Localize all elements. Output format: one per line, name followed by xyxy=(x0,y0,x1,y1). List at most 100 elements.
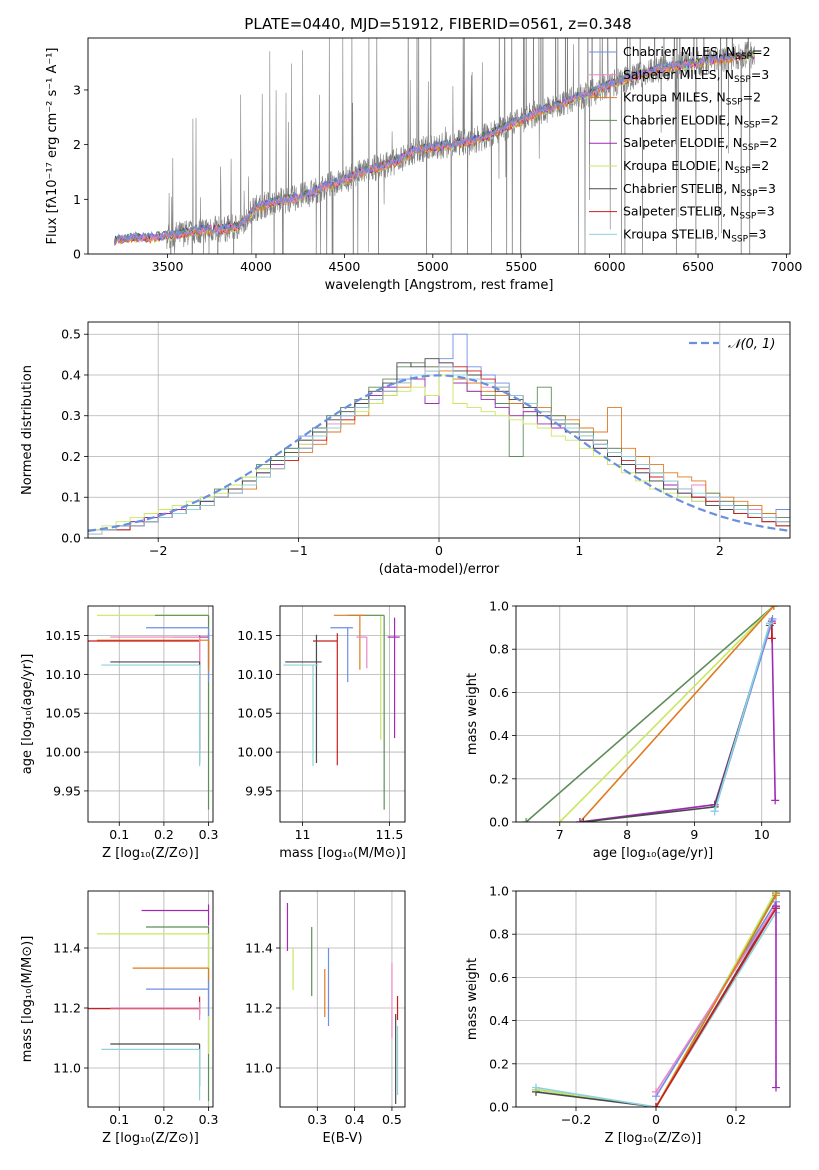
axes: 0.3 0.4 0.5 11.0 11.2 11.4 E(B-V) xyxy=(245,890,406,1146)
y-tick-label: 0.8 xyxy=(489,927,509,942)
histogram-chabrier-stelib xyxy=(88,358,790,538)
x-tick-label: 0 xyxy=(435,543,443,558)
x-axis-label: Z [log₁₀(Z/Z⊙)] xyxy=(605,1131,702,1146)
x-tick-label: 0.3 xyxy=(199,1112,219,1127)
y-tick-label: 10.10 xyxy=(237,667,273,682)
x-tick-label: 0.2 xyxy=(154,1112,174,1127)
spectrum-data-line xyxy=(114,38,755,254)
plot-area xyxy=(283,614,400,810)
axes: 11 11.5 9.95 10.00 10.05 10.10 10.15 mass [log₁… xyxy=(237,605,406,861)
errorbar-point xyxy=(110,1002,201,1020)
errorbar-point xyxy=(141,904,210,926)
legend-entry: Salpeter ELODIE, NSSP=2 xyxy=(623,135,777,153)
plot-area xyxy=(522,606,780,822)
y-tick-label: 9.95 xyxy=(245,783,273,798)
y-tick-label: 11.0 xyxy=(245,1061,273,1076)
y-tick-label: 10.10 xyxy=(45,667,81,682)
panel-age-vs-Z: 0.1 0.2 0.3 9.95 10.00 10.05 10.10 10.15 Z [log₁… xyxy=(20,605,219,861)
x-tick-label: 10 xyxy=(754,827,770,842)
legend-entry: Kroupa ELODIE, NSSP=2 xyxy=(623,158,769,176)
errorbar-point xyxy=(110,1043,201,1086)
normal-curve xyxy=(88,374,790,532)
weight-line-salpeter-miles xyxy=(655,905,777,1093)
weight-marker xyxy=(575,818,584,822)
x-tick-label: 0.4 xyxy=(345,1112,365,1127)
y-tick-label: 1 xyxy=(73,192,81,207)
axes-frame xyxy=(279,890,406,1108)
y-tick-label: 0.8 xyxy=(489,642,509,657)
model-line-kroupa-miles xyxy=(114,55,734,246)
y-tick-label: 11.2 xyxy=(53,1001,81,1016)
weight-marker xyxy=(579,818,588,822)
y-tick-label: 2 xyxy=(73,137,81,152)
weight-line-salpeter-elodie xyxy=(579,620,776,822)
x-tick-label: 3500 xyxy=(152,259,184,274)
y-tick-label: 0.2 xyxy=(489,1056,509,1071)
y-tick-label: 0.0 xyxy=(489,1100,509,1115)
errorbar-point xyxy=(356,636,368,669)
x-tick-label: 5000 xyxy=(417,259,449,274)
errorbar-point xyxy=(132,967,210,984)
y-tick-label: 0.5 xyxy=(61,327,81,342)
x-tick-label: 0.2 xyxy=(154,827,174,842)
errorbar-point xyxy=(283,664,319,767)
x-tick-label: 11 xyxy=(295,827,311,842)
y-tick-label: 0.6 xyxy=(489,970,509,985)
y-axis-label: age [log₁₀(age/yr)] xyxy=(20,654,35,775)
weight-marker xyxy=(768,614,777,623)
weight-marker xyxy=(652,1087,660,1096)
x-tick-label: 0.3 xyxy=(307,1112,327,1127)
x-tick-label: 7 xyxy=(556,827,564,842)
errorbar-point xyxy=(333,614,366,670)
y-axis-label: Flux [fλ10⁻¹⁷ erg cm⁻² s⁻¹ A⁻¹] xyxy=(45,48,60,245)
legend-entry: Chabrier MILES, NSSP=2 xyxy=(623,44,771,62)
weight-marker xyxy=(772,1083,780,1092)
x-tick-label: 9 xyxy=(690,827,698,842)
y-tick-label: 10.05 xyxy=(237,706,273,721)
errorbar-point xyxy=(88,996,201,1015)
model-line-salpeter-miles xyxy=(114,55,734,245)
x-tick-label: 6500 xyxy=(682,259,714,274)
weight-line-kroupa-elodie xyxy=(535,891,777,1107)
y-axis-label: mass weight xyxy=(465,673,480,755)
x-tick-label: 0.1 xyxy=(109,1112,129,1127)
errorbar-point xyxy=(96,933,210,1054)
y-tick-label: 10.00 xyxy=(237,745,273,760)
weight-marker xyxy=(532,1083,540,1092)
errorbar-point xyxy=(101,1048,201,1101)
weight-marker xyxy=(652,1103,660,1107)
errorbar-point xyxy=(154,614,210,810)
x-axis-label: Z [log₁₀(Z/Z⊙)] xyxy=(102,1131,199,1146)
y-axis-label: Normed distribution xyxy=(20,365,35,495)
weight-line-kroupa-stelib xyxy=(535,912,777,1107)
weight-marker xyxy=(767,634,776,643)
x-axis-label: age [log₁₀(age/yr)] xyxy=(593,846,714,861)
x-axis-label: wavelength [Angstrom, rest frame] xyxy=(325,278,554,293)
y-tick-label: 10.00 xyxy=(45,745,81,760)
errorbar-point xyxy=(110,636,201,708)
plot-area xyxy=(114,38,755,254)
plot-area xyxy=(88,904,210,1101)
histogram-kroupa-stelib xyxy=(88,366,790,538)
x-tick-label: 0 xyxy=(652,1112,660,1127)
plot-area xyxy=(88,614,210,810)
x-tick-label: 0.3 xyxy=(199,827,219,842)
x-tick-label: 8 xyxy=(623,827,631,842)
axes-frame xyxy=(515,605,791,823)
weight-marker xyxy=(771,796,780,805)
plot-area xyxy=(286,903,399,1104)
x-axis-label: mass [log₁₀(M/M⊙)] xyxy=(279,846,406,861)
panel-weight-vs-Z: −0.2 0 0.2 0.0 0.2 0.4 0.6 0.8 1.0 Z [log₁₀(Z/Z⊙)… xyxy=(465,884,791,1146)
figure-title: PLATE=0440, MJD=51912, FIBERID=0561, z=0… xyxy=(244,15,631,33)
weight-marker xyxy=(765,619,774,628)
weight-line-kroupa-stelib xyxy=(713,623,771,812)
errorbar-point xyxy=(101,664,201,767)
x-tick-label: −1 xyxy=(289,543,307,558)
y-tick-label: 0.0 xyxy=(489,815,509,830)
residual-legend: 𝒩(0, 1) xyxy=(689,337,775,352)
histogram-kroupa-elodie xyxy=(88,374,790,538)
y-tick-label: 1.0 xyxy=(489,884,509,899)
x-tick-label: 5500 xyxy=(505,259,537,274)
legend-entry: Kroupa MILES, NSSP=2 xyxy=(623,90,761,108)
